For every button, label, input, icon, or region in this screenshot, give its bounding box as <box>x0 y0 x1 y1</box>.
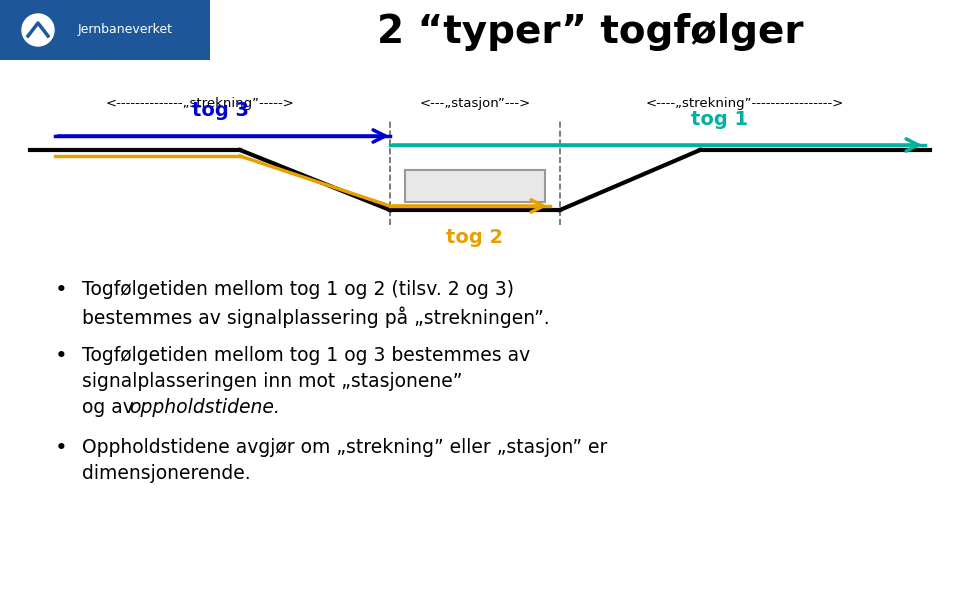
Text: <--------------„strekning”----->: <--------------„strekning”-----> <box>105 97 294 109</box>
Circle shape <box>22 14 54 46</box>
Text: signalplasseringen inn mot „stasjonene”: signalplasseringen inn mot „stasjonene” <box>82 372 462 391</box>
Text: bestemmes av signalplassering på „strekningen”.: bestemmes av signalplassering på „strekn… <box>82 306 550 328</box>
Text: <---„stasjon”--->: <---„stasjon”---> <box>419 97 530 109</box>
Text: og av: og av <box>82 398 140 417</box>
Text: tog 1: tog 1 <box>691 110 749 129</box>
Text: Jernbaneverket: Jernbaneverket <box>78 23 173 37</box>
Bar <box>405 170 545 202</box>
Text: •: • <box>55 438 68 458</box>
Text: <----„strekning”----------------->: <----„strekning”-----------------> <box>645 97 844 109</box>
Bar <box>0 0 210 60</box>
Text: Togfølgetiden mellom tog 1 og 2 (tilsv. 2 og 3): Togfølgetiden mellom tog 1 og 2 (tilsv. … <box>82 280 514 299</box>
Text: Togfølgetiden mellom tog 1 og 3 bestemmes av: Togfølgetiden mellom tog 1 og 3 bestemme… <box>82 346 530 365</box>
Text: •: • <box>55 346 68 366</box>
Text: tog 2: tog 2 <box>447 228 503 247</box>
Text: Oppholdstidene avgjør om „strekning” eller „stasjon” er: Oppholdstidene avgjør om „strekning” ell… <box>82 438 607 457</box>
Text: dimensjonerende.: dimensjonerende. <box>82 464 250 483</box>
Text: •: • <box>55 280 68 300</box>
Text: 2 “typer” togfølger: 2 “typer” togfølger <box>377 13 804 51</box>
Text: tog 3: tog 3 <box>192 101 248 120</box>
Text: oppholdstidene.: oppholdstidene. <box>129 398 280 417</box>
